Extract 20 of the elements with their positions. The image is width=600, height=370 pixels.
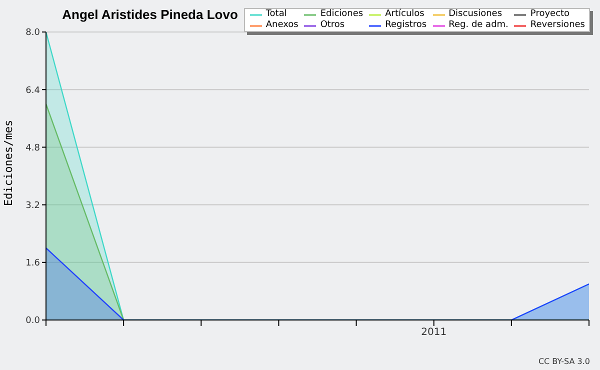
legend-label: Discusiones <box>448 9 502 20</box>
y-tick-label: 0.0 <box>26 316 40 326</box>
y-axis-title: Ediciones/mes <box>2 120 15 206</box>
text: CC BY-SA 3.0 <box>538 357 590 366</box>
y-tick-label: 4.8 <box>26 143 40 154</box>
y-tick-label: 8.0 <box>26 28 40 38</box>
y-tick-label: 1.6 <box>26 258 40 269</box>
legend-label: Ediciones <box>320 9 364 20</box>
chart-title: Angel Aristides Pineda Lovo <box>61 7 239 22</box>
legend-label: Reversiones <box>530 20 585 31</box>
y-tick-label: 6.4 <box>26 86 40 96</box>
legend-label: Proyecto <box>530 9 570 20</box>
x-tick-label: 2011 <box>421 327 447 338</box>
legend-label: Total <box>266 9 287 20</box>
y-tick-label: 3.2 <box>26 200 40 211</box>
legend-label: Registros <box>385 20 427 31</box>
legend-label: Otros <box>320 20 345 31</box>
legend-label: Artículos <box>385 9 424 20</box>
legend-label: Anexos <box>266 20 298 31</box>
legend-label: Reg. de adm. <box>448 20 508 31</box>
